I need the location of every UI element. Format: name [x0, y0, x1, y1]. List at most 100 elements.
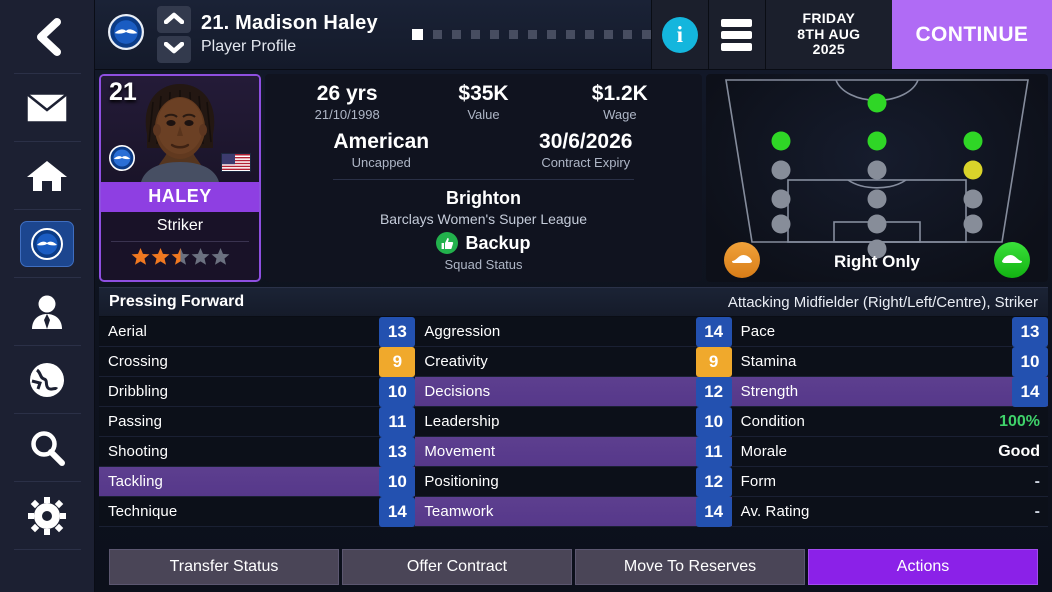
- attribute-label: Teamwork: [424, 503, 494, 520]
- attribute-cell[interactable]: Teamwork 14: [415, 497, 732, 527]
- attribute-label: Shooting: [108, 443, 169, 460]
- position-node[interactable]: [867, 93, 887, 113]
- page-dot[interactable]: [584, 30, 594, 39]
- attribute-cell[interactable]: Stamina 10: [731, 347, 1048, 377]
- page-dot[interactable]: [489, 30, 499, 39]
- attribute-cell[interactable]: Leadership 10: [415, 407, 732, 437]
- player-photo: 21: [101, 76, 259, 182]
- attribute-cell[interactable]: Av. Rating -: [731, 497, 1048, 527]
- attribute-value: 14: [379, 497, 416, 527]
- position-pitch-panel[interactable]: Right Only: [706, 74, 1048, 282]
- attribute-row: Shooting 13 Movement 11 Morale Good: [99, 437, 1048, 467]
- page-dot[interactable]: [603, 30, 613, 39]
- footer-action-button[interactable]: Transfer Status: [109, 549, 339, 585]
- continue-button[interactable]: CONTINUE: [891, 0, 1052, 69]
- page-dot[interactable]: [641, 30, 651, 39]
- footer-action-button[interactable]: Actions: [808, 549, 1038, 585]
- attribute-cell[interactable]: Pace 13: [731, 317, 1048, 347]
- attribute-cell[interactable]: Creativity 9: [415, 347, 732, 377]
- main-content: 21. Madison Haley Player Profile i FRIDA…: [95, 0, 1052, 592]
- sidebar-item-settings[interactable]: [0, 482, 95, 550]
- position-node[interactable]: [771, 214, 791, 234]
- attribute-cell[interactable]: Technique 14: [99, 497, 416, 527]
- footer-action-button[interactable]: Move To Reserves: [575, 549, 805, 585]
- game-date[interactable]: FRIDAY 8TH AUG 2025: [764, 0, 892, 69]
- attribute-value: 100%: [999, 413, 1040, 430]
- attribute-value: 14: [695, 497, 732, 527]
- position-node[interactable]: [867, 160, 887, 180]
- right-foot-indicator: [994, 242, 1030, 278]
- attribute-cell[interactable]: Decisions 12: [415, 377, 732, 407]
- star-icon: [171, 247, 189, 265]
- attribute-row: Technique 14 Teamwork 14 Av. Rating -: [99, 497, 1048, 527]
- club-crest-icon: [31, 228, 63, 260]
- sidebar-item-club[interactable]: [0, 210, 95, 278]
- previous-player-button[interactable]: [157, 6, 191, 33]
- attribute-cell[interactable]: Morale Good: [731, 437, 1048, 467]
- attribute-cell[interactable]: Dribbling 10: [99, 377, 416, 407]
- position-node[interactable]: [867, 189, 887, 209]
- page-dot[interactable]: [622, 30, 632, 39]
- sidebar-item-search[interactable]: [0, 414, 95, 482]
- attribute-cell[interactable]: Movement 11: [415, 437, 732, 467]
- attribute-cell[interactable]: Positioning 12: [415, 467, 732, 497]
- sidebar-item-back[interactable]: [0, 0, 95, 74]
- player-surname: HALEY: [101, 182, 259, 212]
- footer-action-button[interactable]: Offer Contract: [342, 549, 572, 585]
- menu-button[interactable]: [707, 0, 765, 69]
- position-node[interactable]: [963, 160, 983, 180]
- info-button[interactable]: i: [650, 0, 708, 69]
- attribute-cell[interactable]: Aggression 14: [415, 317, 732, 347]
- attribute-value: 13: [1011, 317, 1048, 347]
- page-indicator[interactable]: [378, 0, 651, 69]
- attribute-cell[interactable]: Tackling 10: [99, 467, 416, 497]
- page-dot[interactable]: [451, 30, 461, 39]
- attribute-cell[interactable]: Condition 100%: [731, 407, 1048, 437]
- position-node[interactable]: [867, 239, 887, 259]
- attribute-row: Passing 11 Leadership 10 Condition 100%: [99, 407, 1048, 437]
- squad-status-label: Squad Status: [444, 257, 523, 273]
- attribute-value: 9: [695, 347, 732, 377]
- position-node[interactable]: [771, 189, 791, 209]
- attribute-cell[interactable]: Strength 14: [731, 377, 1048, 407]
- attribute-value: 14: [1011, 377, 1048, 407]
- sidebar-item-staff[interactable]: [0, 278, 95, 346]
- sidebar-item-world[interactable]: [0, 346, 95, 414]
- position-node[interactable]: [963, 131, 983, 151]
- person-tie-icon: [27, 294, 67, 330]
- info-icon: i: [661, 16, 698, 53]
- attribute-cell[interactable]: Crossing 9: [99, 347, 416, 377]
- page-dot[interactable]: [470, 30, 480, 39]
- header-club-crest[interactable]: [95, 0, 157, 69]
- page-dot[interactable]: [508, 30, 518, 39]
- page-dot[interactable]: [546, 30, 556, 39]
- attribute-label: Condition: [740, 413, 805, 430]
- page-dot[interactable]: [411, 29, 423, 40]
- next-player-button[interactable]: [157, 36, 191, 63]
- position-node[interactable]: [771, 160, 791, 180]
- sidebar-item-inbox[interactable]: [0, 74, 95, 142]
- page-dot[interactable]: [527, 30, 537, 39]
- player-card[interactable]: 21: [99, 74, 261, 282]
- position-node[interactable]: [867, 214, 887, 234]
- attribute-value: Good: [998, 443, 1040, 460]
- chevron-up-icon: [163, 11, 185, 29]
- attribute-cell[interactable]: Form -: [731, 467, 1048, 497]
- attribute-cell[interactable]: Passing 11: [99, 407, 416, 437]
- position-node[interactable]: [963, 214, 983, 234]
- attribute-value: 10: [379, 467, 416, 497]
- page-dot[interactable]: [432, 30, 442, 39]
- position-node[interactable]: [771, 131, 791, 151]
- position-node[interactable]: [867, 131, 887, 151]
- squad-status-value: Backup: [465, 232, 531, 253]
- position-node[interactable]: [963, 189, 983, 209]
- date-weekday: FRIDAY: [802, 9, 856, 26]
- attribute-cell[interactable]: Aerial 13: [99, 317, 416, 347]
- attribute-row: Aerial 13 Aggression 14 Pace 13: [99, 317, 1048, 347]
- attribute-value: -: [1034, 503, 1040, 520]
- page-dot[interactable]: [565, 30, 575, 39]
- sidebar-item-home[interactable]: [0, 142, 95, 210]
- attribute-cell[interactable]: Shooting 13: [99, 437, 416, 467]
- role-bar[interactable]: Pressing Forward Attacking Midfielder (R…: [99, 287, 1048, 317]
